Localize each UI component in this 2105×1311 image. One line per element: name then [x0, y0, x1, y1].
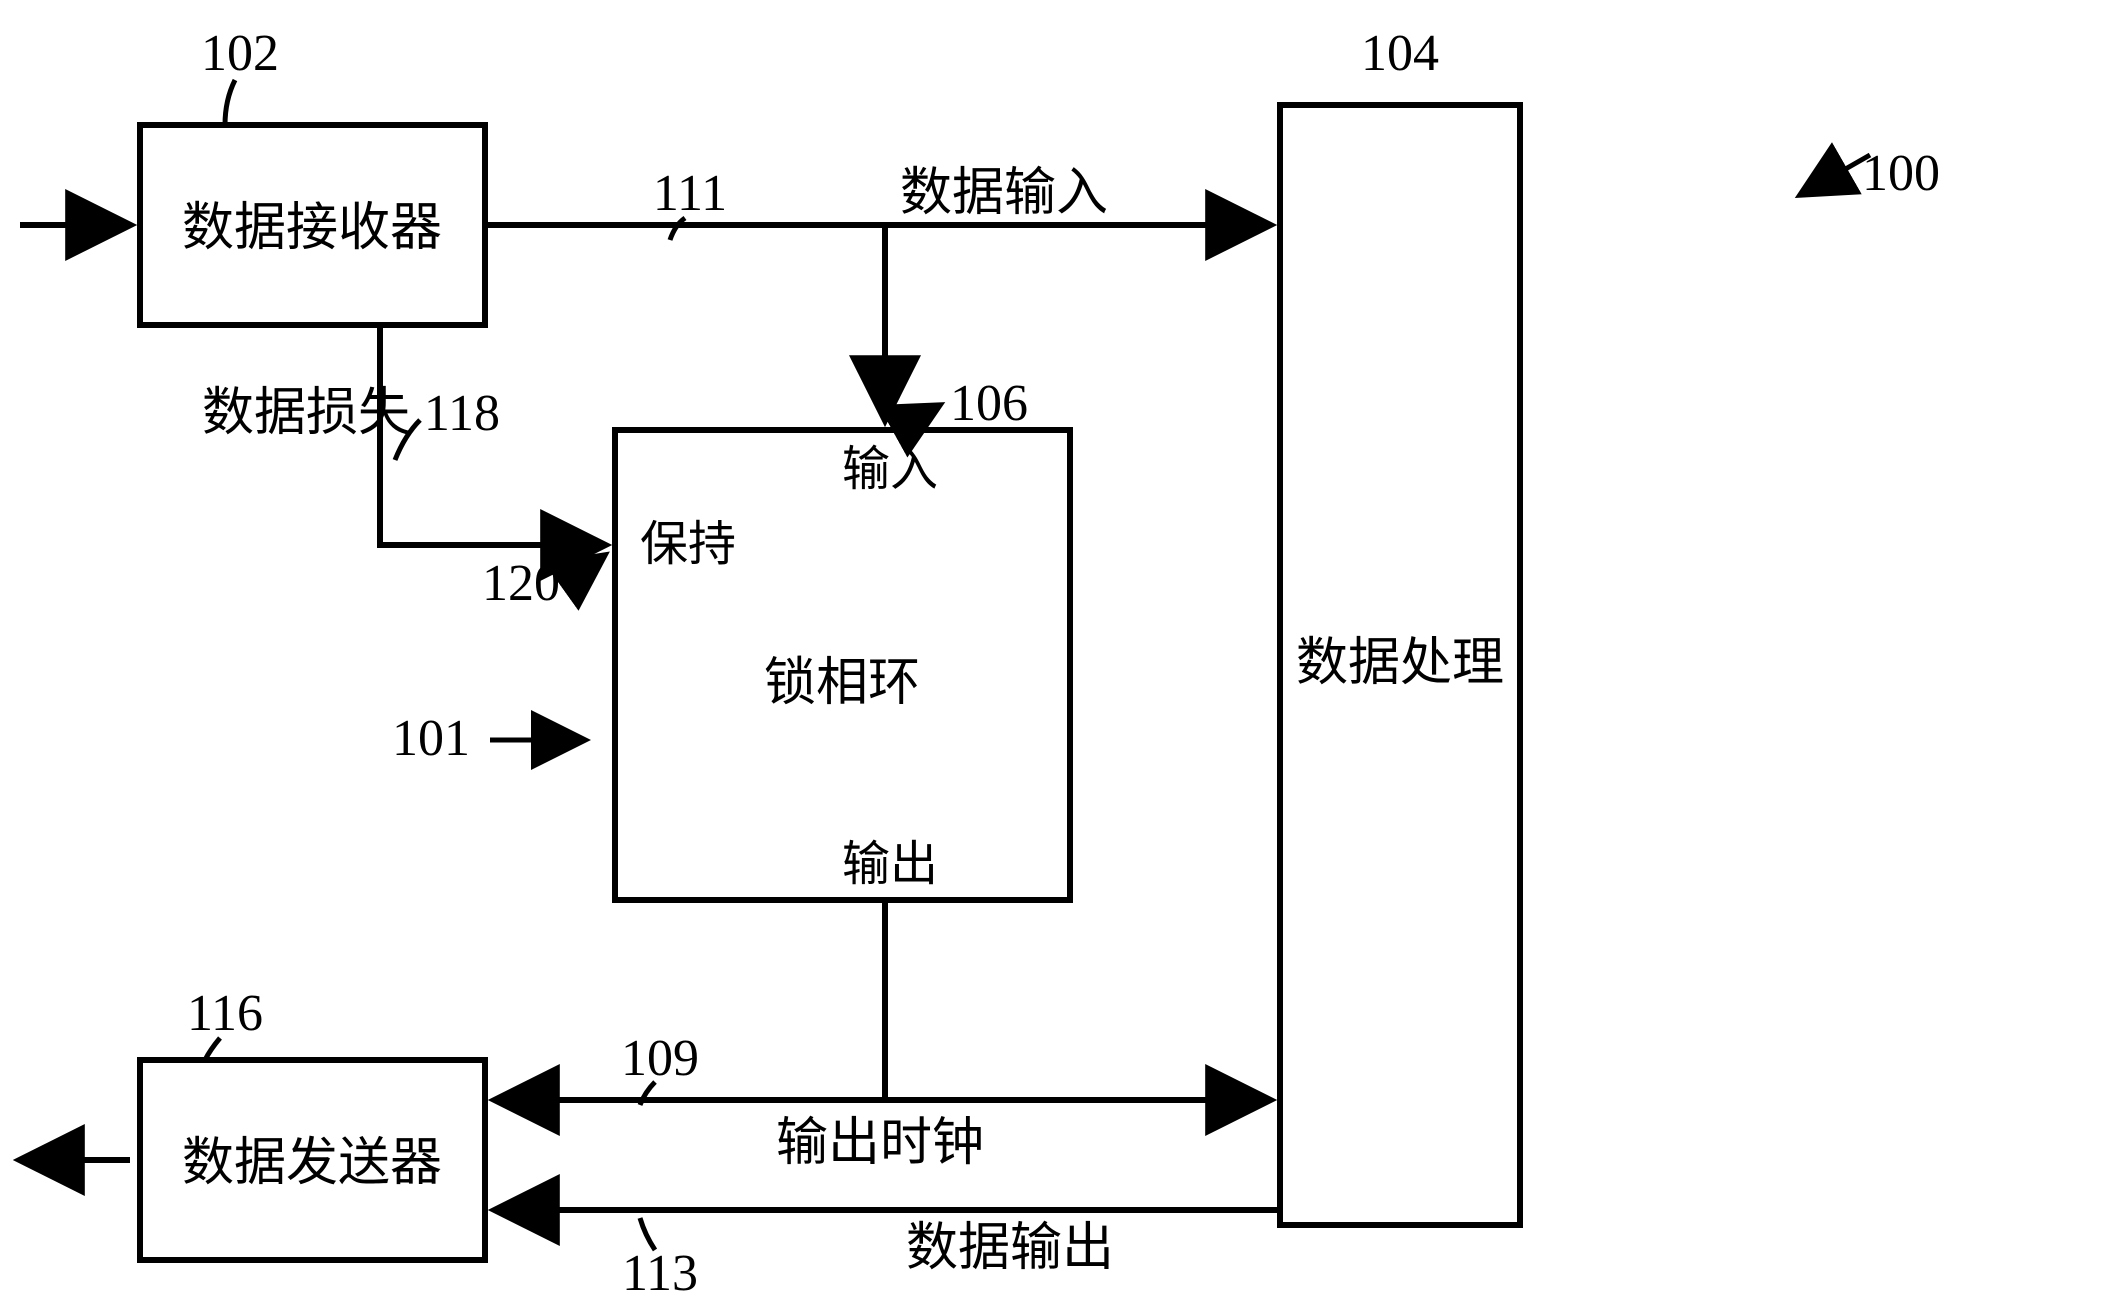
ref-100-text: 100	[1862, 145, 1940, 202]
ref-111-text: 111	[653, 165, 727, 222]
data-sender-label: 数据发送器	[182, 1135, 442, 1192]
wire-output-clock: 输出时钟 109	[495, 900, 1270, 1172]
system-ref-100: 100	[1800, 145, 1940, 202]
data-out-label: 数据输出	[906, 1220, 1114, 1277]
pll-port-out: 输出	[842, 838, 938, 891]
data-receiver-label: 数据接收器	[182, 200, 442, 257]
wire-data-out: 数据输出 113	[495, 1210, 1280, 1302]
ref-104-text: 104	[1361, 25, 1439, 82]
ref-116-text: 116	[187, 985, 263, 1042]
pll-label: 锁相环	[764, 655, 920, 712]
wire-data-loss: 数据损失 118 120	[202, 325, 605, 612]
pll-port-hold: 保持	[640, 518, 736, 571]
ref-120-text: 120	[482, 555, 560, 612]
ref-106-text: 106	[950, 375, 1028, 432]
block-diagram: 100 数据接收器 102 数据处理 104 锁相环 输入 保持 输出 106 …	[0, 0, 2105, 1311]
data-sender-block: 数据发送器 116	[140, 985, 485, 1260]
pll-block: 锁相环 输入 保持 输出 106 101	[392, 375, 1070, 900]
ref-118-text: 118	[424, 385, 500, 442]
ref-102-text: 102	[201, 25, 279, 82]
pll-port-in: 输入	[842, 443, 938, 496]
data-processor-label: 数据处理	[1296, 635, 1504, 692]
data-in-label: 数据输入	[900, 165, 1108, 222]
data-processor-block: 数据处理 104	[1280, 25, 1520, 1225]
data-loss-label: 数据损失	[202, 385, 410, 442]
ref-113-text: 113	[622, 1245, 698, 1302]
ref-101-text: 101	[392, 710, 470, 767]
data-receiver-block: 数据接收器 102	[140, 25, 485, 325]
ref-109-text: 109	[621, 1030, 699, 1087]
output-clock-label: 输出时钟	[776, 1115, 984, 1172]
wire-data-in: 数据输入 111	[485, 165, 1270, 420]
